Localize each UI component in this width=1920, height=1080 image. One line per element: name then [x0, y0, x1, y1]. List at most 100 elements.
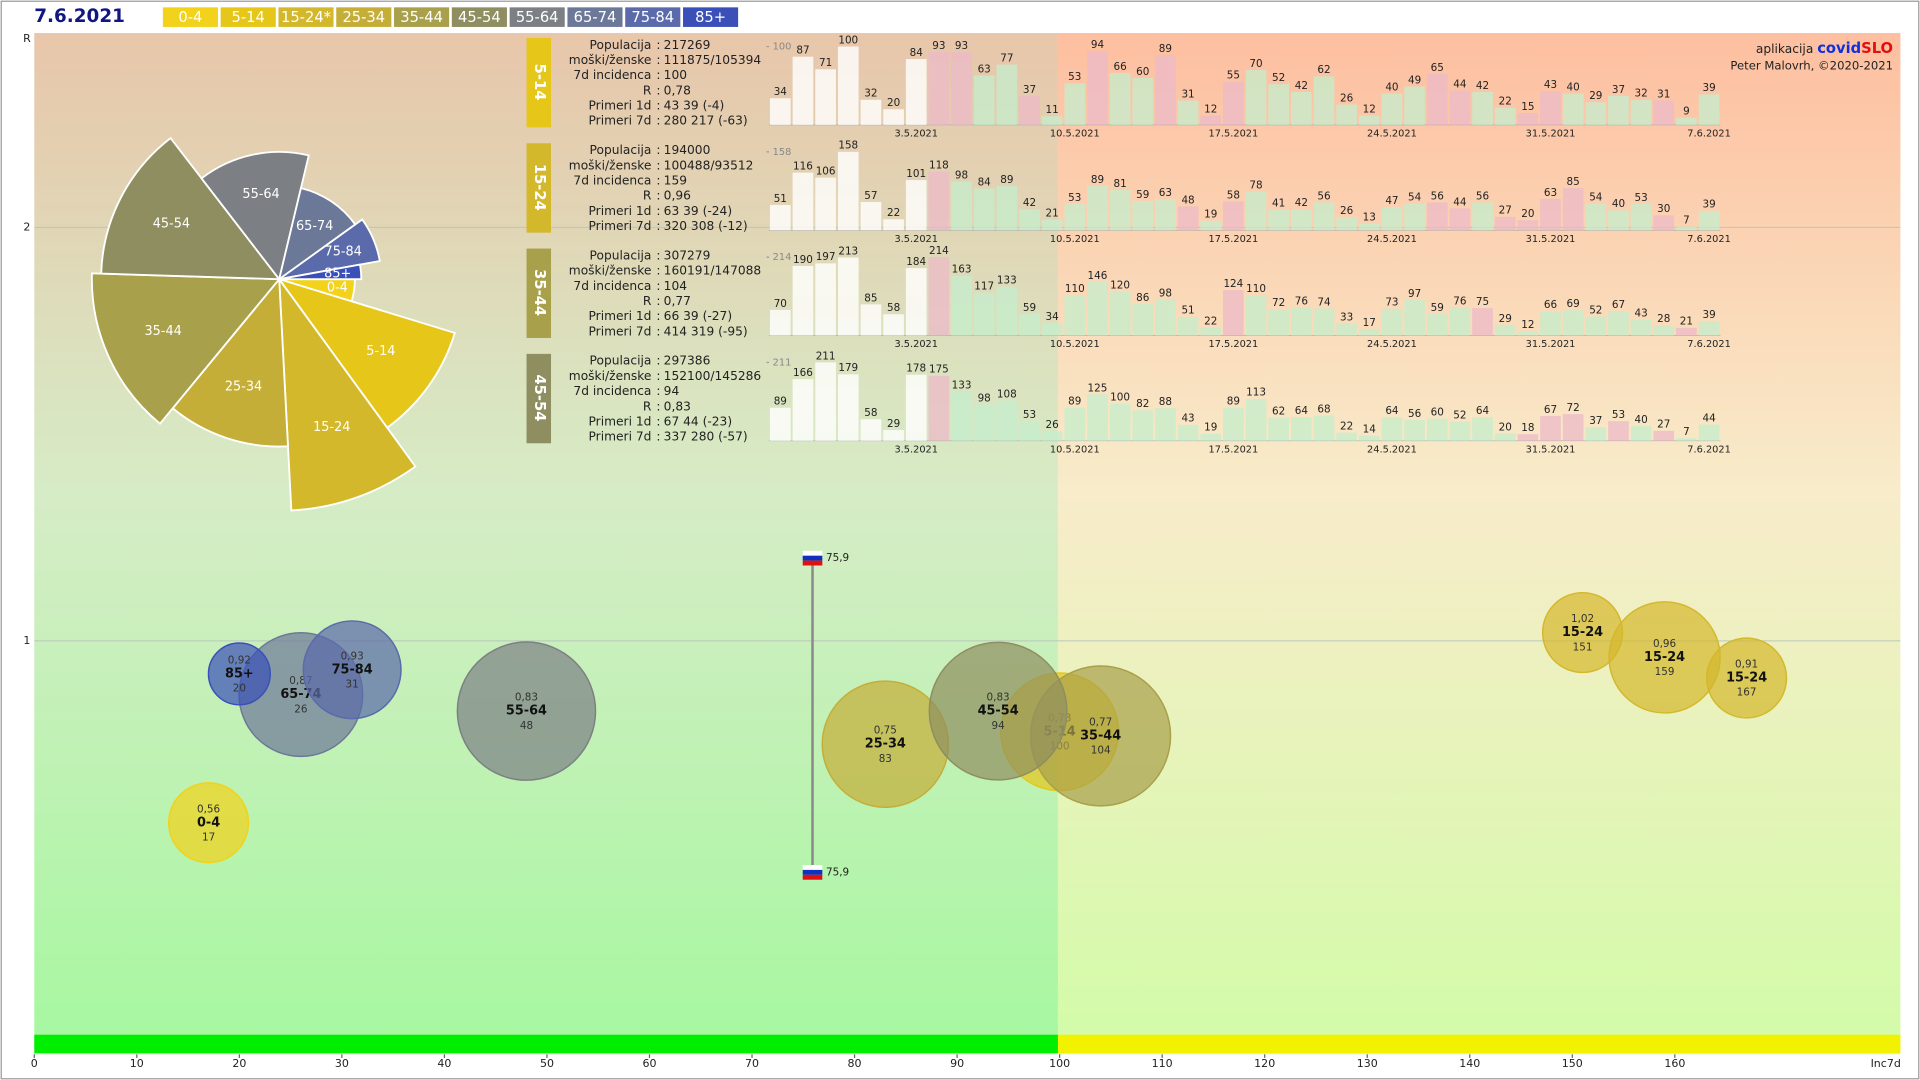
info-key: moški/ženske [569, 369, 652, 383]
bar-label: 179 [838, 362, 858, 374]
bar [1268, 209, 1290, 231]
bar-label: 30 [1657, 203, 1670, 215]
info-value: 43 39 (-4) [664, 99, 725, 113]
bar [973, 292, 995, 336]
info-colon: : [656, 219, 660, 233]
bar-label: 43 [1181, 413, 1194, 425]
bar [1698, 210, 1720, 231]
bar [1268, 417, 1290, 441]
bar [1313, 202, 1335, 231]
x-tick-label: 70 [745, 1057, 759, 1070]
bar-label: 65 [1431, 62, 1444, 74]
bar-label: 73 [1385, 297, 1398, 309]
bar-label: 43 [1635, 308, 1648, 320]
info-colon: : [656, 384, 660, 398]
bar [1540, 198, 1561, 231]
bar-label: 42 [1295, 197, 1308, 209]
info-value: 111875/105394 [664, 53, 762, 67]
bar-label: 21 [1680, 316, 1693, 328]
bar [1449, 421, 1471, 441]
info-key: Populacija [590, 248, 652, 262]
bubble [302, 620, 402, 720]
date-label: 7.6.2021 [1687, 444, 1731, 455]
bar-label: 163 [952, 264, 972, 276]
bar [1087, 394, 1108, 441]
bar [1064, 203, 1086, 231]
bar-label: 84 [978, 176, 992, 188]
date-label: 7.6.2021 [1687, 128, 1731, 139]
bar-label: 47 [1385, 195, 1398, 207]
bar [1562, 310, 1584, 336]
bar-label: 56 [1317, 190, 1330, 202]
bar [1245, 191, 1267, 231]
bar [1268, 309, 1290, 336]
bar-label: 7 [1683, 426, 1690, 438]
info-key: R [643, 294, 652, 308]
info-colon: : [656, 173, 660, 187]
bar-label: 15 [1521, 101, 1534, 113]
bar [1676, 327, 1697, 336]
bar [1087, 51, 1108, 125]
bar-label: 27 [1657, 419, 1670, 431]
bar [905, 268, 927, 336]
bar [1381, 308, 1403, 336]
bubble-incidence: 159 [1655, 666, 1675, 678]
bar [1517, 220, 1539, 231]
bar-label: 19 [1204, 209, 1217, 221]
bar-label: 98 [1159, 287, 1172, 299]
bar [951, 275, 972, 336]
info-colon: : [656, 189, 660, 203]
bar [1426, 202, 1448, 231]
bar-label: 86 [1136, 292, 1149, 304]
bar [815, 362, 836, 441]
bar-label: 110 [1065, 283, 1085, 295]
bar [1132, 200, 1154, 231]
bar-label: 67 [1612, 299, 1625, 311]
bar [1404, 203, 1425, 231]
bar-label: 51 [1181, 305, 1194, 317]
legend-label: 75-84 [631, 9, 674, 26]
bar-label: 9 [1683, 106, 1690, 118]
date-label: 24.5.2021 [1367, 339, 1417, 350]
bar [1585, 427, 1607, 441]
info-key: Primeri 7d [589, 219, 652, 233]
legend-swatch [220, 7, 276, 27]
bar-label: 108 [997, 389, 1017, 401]
legend-label: 15-24* [281, 9, 331, 26]
info-colon: : [656, 324, 660, 338]
bar-label: 97 [1408, 288, 1421, 300]
bar [905, 180, 927, 231]
bar [1472, 91, 1493, 125]
bar [1426, 418, 1448, 441]
bar-label: 158 [838, 140, 858, 152]
bar [883, 430, 904, 441]
x-tick-label: 90 [950, 1057, 964, 1070]
bubble [167, 782, 250, 864]
info-value: 217269 [664, 38, 711, 52]
bar-label: 54 [1408, 191, 1422, 203]
bar [1313, 415, 1335, 441]
bar [1608, 421, 1629, 441]
bar-label: 42 [1295, 80, 1308, 92]
bar-label: 166 [793, 367, 813, 379]
bar-label: 78 [1249, 179, 1262, 191]
bar [1041, 323, 1063, 336]
date-label: 3.5.2021 [894, 444, 938, 455]
bar-label: 133 [952, 379, 972, 391]
bar-label: 29 [1499, 313, 1512, 325]
info-key: Populacija [590, 143, 652, 157]
bubble-r: 1,02 [1571, 613, 1594, 625]
date-label: 7.6.2021 [1687, 234, 1731, 245]
bar [1019, 313, 1040, 336]
bar-label: 40 [1612, 198, 1625, 210]
bar-label: 63 [1544, 187, 1557, 199]
bar [996, 400, 1018, 441]
bar-label: 75 [1476, 296, 1489, 308]
bubble-r: 0,96 [1653, 638, 1676, 650]
bar-label: 120 [1110, 279, 1130, 291]
bar [1358, 435, 1380, 441]
bar [1358, 329, 1380, 336]
y-axis-label: R [23, 32, 31, 45]
info-colon: : [656, 294, 660, 308]
info-value: 63 39 (-24) [664, 204, 732, 218]
